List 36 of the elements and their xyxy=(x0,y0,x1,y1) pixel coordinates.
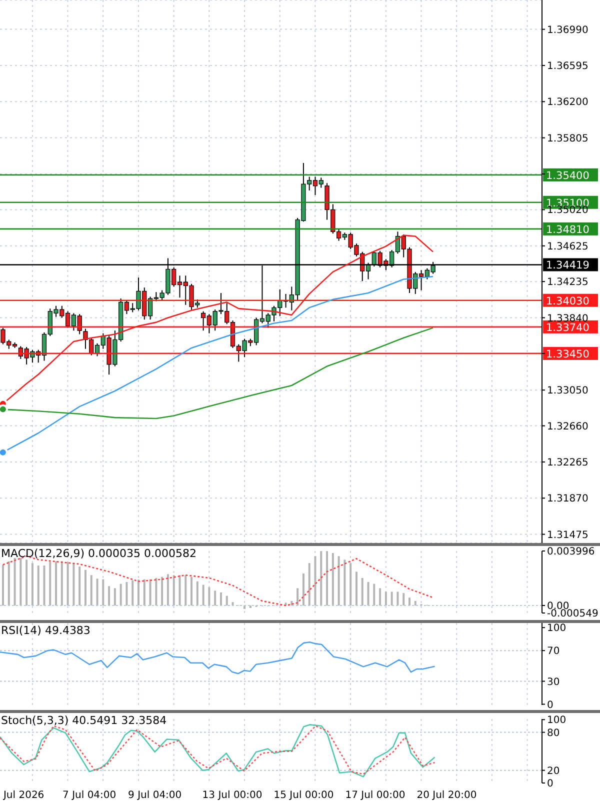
y-tick-label: 80 xyxy=(547,728,560,739)
y-tick-label: 30 xyxy=(547,676,560,688)
ref-line-label: 1.34419 xyxy=(546,260,590,272)
x-tick-label: Jul 2026 xyxy=(2,790,44,802)
y-tick-label: 1.36200 xyxy=(547,97,588,108)
chart-title: MACD(12,26,9) 0.000035 0.000582 xyxy=(1,547,197,560)
x-tick-label: 17 Jul 00:00 xyxy=(345,790,406,802)
y-tick-label: 1.33050 xyxy=(547,386,588,397)
y-tick-label: 1.32265 xyxy=(547,458,588,469)
x-tick-label: 15 Jul 00:00 xyxy=(274,790,334,802)
y-tick-label: 1.36595 xyxy=(547,61,588,72)
y-tick-label: 1.34625 xyxy=(547,241,588,252)
y-tick-label: 0 xyxy=(547,778,554,790)
y-tick-label: 100 xyxy=(547,715,566,726)
chart-title: Stoch(5,3,3) 40.5491 32.3584 xyxy=(1,714,167,727)
ref-line-label: 1.34810 xyxy=(546,224,590,236)
y-tick-label: 0.003996 xyxy=(547,546,595,558)
x-tick-label: 7 Jul 04:00 xyxy=(62,790,116,802)
y-tick-label: 1.36990 xyxy=(547,24,588,36)
ref-line-label: 1.33740 xyxy=(546,322,590,334)
y-tick-label: 1.34235 xyxy=(547,277,588,288)
ref-line-label: 1.35400 xyxy=(546,170,590,182)
y-tick-label: 70 xyxy=(547,646,560,658)
ref-line-label: 1.34030 xyxy=(546,295,590,308)
x-tick-label: 20 Jul 20:00 xyxy=(416,790,477,802)
x-tick-label: 9 Jul 04:00 xyxy=(128,790,182,802)
x-tick-label: 13 Jul 00:00 xyxy=(202,790,262,802)
y-tick-label: 1.35805 xyxy=(547,133,588,144)
ref-line-label: 1.33450 xyxy=(546,348,590,360)
y-tick-label: 20 xyxy=(547,766,560,777)
y-tick-label: 0 xyxy=(547,700,554,711)
y-tick-label: 100 xyxy=(547,623,566,634)
chart-title: RSI(14) 49.4383 xyxy=(1,624,90,637)
y-tick-label: 1.31475 xyxy=(547,530,588,541)
y-tick-label: 1.32660 xyxy=(547,421,588,432)
y-tick-label: 1.31870 xyxy=(547,494,588,505)
